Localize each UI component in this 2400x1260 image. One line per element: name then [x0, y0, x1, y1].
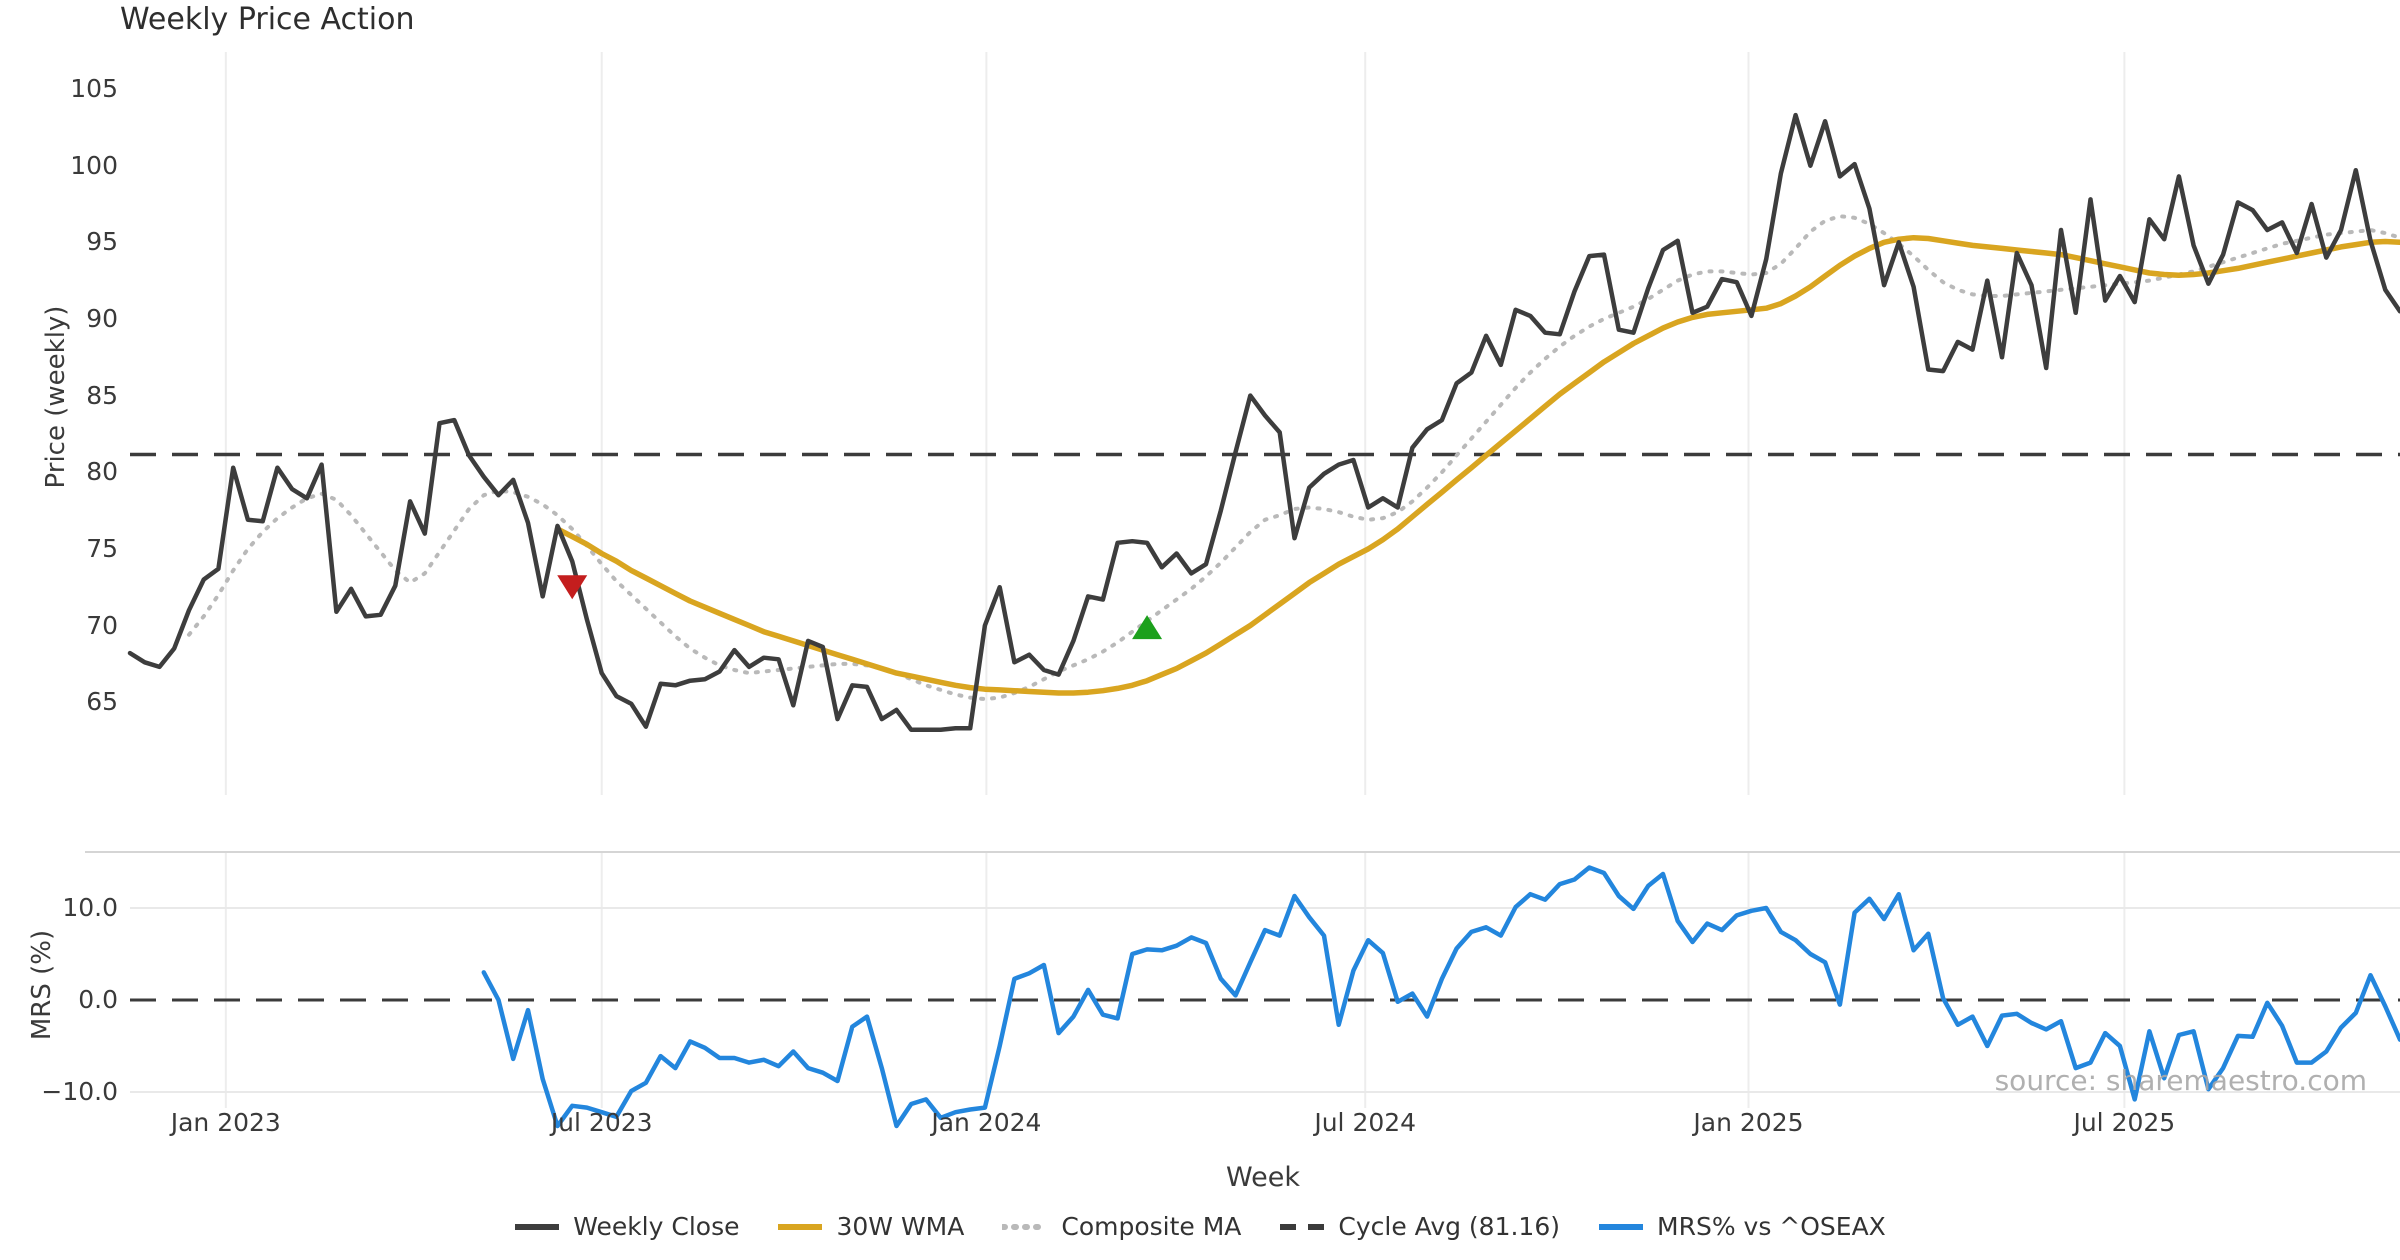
weekly-close-line [127, 112, 2400, 733]
price-tick-75: 75 [86, 533, 118, 563]
x-tick-jul-2023: Jul 2023 [550, 1108, 653, 1137]
legend-label: Composite MA [1061, 1212, 1242, 1241]
legend-item-cycle-avg-81-16-: Cycle Avg (81.16) [1279, 1212, 1560, 1241]
legend-item-composite-ma: Composite MA [1002, 1212, 1241, 1241]
mrs-tick-0: 0.0 [78, 985, 118, 1014]
price-tick-85: 85 [86, 380, 118, 410]
legend-swatch-icon [1280, 1223, 1325, 1230]
legend-label: MRS% vs ^OSEAX [1657, 1212, 1886, 1241]
mrs-tick--10: −10.0 [41, 1077, 118, 1106]
mrs-tick-10: 10.0 [62, 893, 118, 922]
mrs-line [481, 865, 2400, 1129]
legend-label: 30W WMA [836, 1212, 965, 1241]
legend-item-weekly-close: Weekly Close [514, 1212, 739, 1241]
legend-item-30w-wma: 30W WMA [777, 1212, 964, 1241]
price-tick-105: 105 [70, 74, 118, 103]
sell-marker-icon [557, 575, 588, 600]
source-watermark: source: sharemaestro.com [1994, 1064, 2367, 1097]
legend-label: Weekly Close [573, 1212, 740, 1241]
price-tick-90: 90 [86, 303, 118, 333]
price-tick-95: 95 [86, 227, 118, 257]
price-tick-65: 65 [86, 687, 118, 717]
composite-ma-line [187, 214, 2400, 702]
legend-item-mrs-vs-oseax: MRS% vs ^OSEAX [1598, 1212, 1886, 1241]
price-tick-70: 70 [86, 610, 118, 640]
x-tick-jul-2025: Jul 2025 [2073, 1108, 2176, 1137]
x-tick-jan-2025: Jan 2025 [1693, 1108, 1804, 1137]
legend-swatch-icon [1599, 1223, 1644, 1230]
legend-swatch-icon [515, 1223, 560, 1230]
legend-label: Cycle Avg (81.16) [1338, 1212, 1561, 1241]
price-tick-100: 100 [70, 150, 118, 180]
buy-marker-icon [1132, 615, 1163, 640]
legend-swatch-icon [778, 1223, 823, 1230]
x-axis-title: Week [1226, 1162, 1300, 1193]
legend: Weekly Close 30W WMA Composite MA Cycle Avg… [0, 1212, 2400, 1241]
legend-swatch-icon [1002, 1223, 1049, 1230]
chart-title: Weekly Price Action [120, 2, 415, 37]
wma-line [554, 234, 2400, 696]
x-tick-jul-2024: Jul 2024 [1314, 1108, 1417, 1137]
x-tick-jan-2023: Jan 2023 [170, 1108, 281, 1137]
price-tick-80: 80 [86, 457, 118, 487]
x-tick-jan-2024: Jan 2024 [931, 1108, 1042, 1137]
